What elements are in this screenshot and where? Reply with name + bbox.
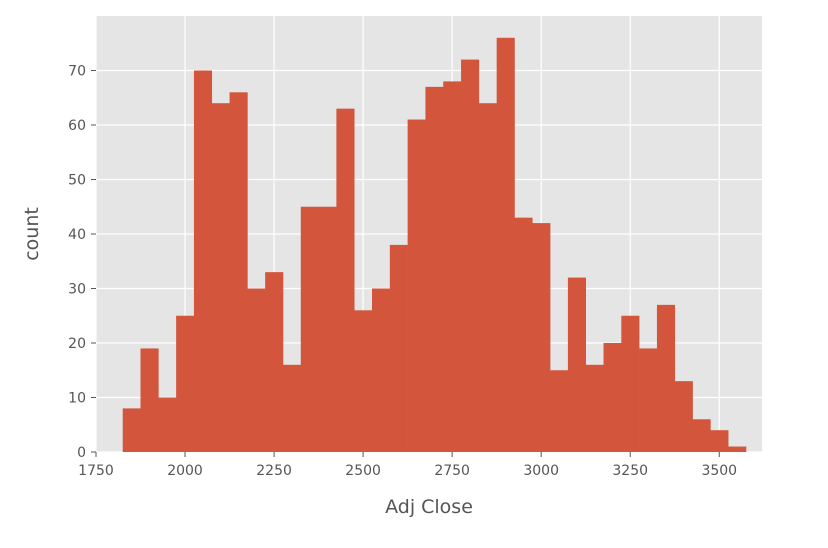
histogram-bar: [265, 272, 284, 452]
histogram-bar: [247, 288, 266, 452]
histogram-bar: [674, 381, 693, 452]
histogram-bars: [122, 37, 747, 453]
histogram-bar: [389, 244, 408, 452]
histogram-bar: [229, 92, 248, 453]
y-tick-label: 0: [77, 445, 86, 461]
histogram-bar: [692, 419, 711, 452]
histogram-bar: [140, 348, 159, 452]
histogram-bar: [550, 370, 569, 452]
histogram-bar: [122, 408, 141, 452]
histogram-bar: [728, 446, 747, 452]
histogram-bar: [372, 288, 391, 452]
histogram-bar: [532, 223, 551, 452]
histogram-bar: [176, 315, 195, 452]
x-tick-label: 2500: [345, 463, 381, 479]
x-tick-label: 1750: [78, 463, 114, 479]
y-tick-label: 50: [68, 173, 86, 189]
histogram-bar: [603, 343, 622, 452]
histogram-bar: [621, 315, 640, 452]
histogram-bar: [443, 81, 462, 453]
histogram-bar: [318, 206, 337, 452]
histogram-bar: [336, 108, 355, 453]
histogram-bar: [354, 310, 373, 452]
histogram-bar: [496, 37, 515, 453]
x-tick-label: 2250: [256, 463, 292, 479]
histogram-bar: [567, 277, 587, 452]
y-tick-label: 70: [68, 64, 86, 80]
x-axis-label: Adj Close: [385, 496, 473, 518]
histogram-bar: [158, 397, 177, 452]
y-axis-label: count: [21, 207, 43, 261]
histogram-bar: [425, 86, 444, 452]
x-tick-label: 3250: [612, 463, 648, 479]
histogram-bar: [710, 430, 729, 452]
y-tick-label: 10: [68, 391, 86, 407]
y-tick-label: 30: [68, 282, 86, 298]
y-tick-label: 20: [68, 336, 86, 352]
x-tick-label: 3000: [523, 463, 559, 479]
histogram-bar: [656, 304, 676, 452]
x-tick-label: 2750: [434, 463, 470, 479]
histogram-bar: [585, 364, 604, 452]
x-tick-label: 2000: [167, 463, 203, 479]
histogram-bar: [300, 206, 319, 452]
histogram-bar: [461, 59, 480, 452]
histogram-bar: [514, 217, 533, 452]
histogram-bar: [478, 103, 497, 452]
histogram-bar: [639, 348, 658, 452]
histogram-bar: [282, 364, 302, 452]
histogram-bar: [407, 119, 426, 453]
y-tick-label: 40: [68, 227, 86, 243]
histogram-bar: [193, 70, 213, 452]
y-tick-label: 60: [68, 118, 86, 134]
x-tick-label: 3500: [701, 463, 737, 479]
histogram-bar: [211, 103, 230, 452]
axis-ticks: 1750 2000 2250 2500 2750 3000 3250 3500 0 10 20 30 4…: [68, 64, 737, 480]
